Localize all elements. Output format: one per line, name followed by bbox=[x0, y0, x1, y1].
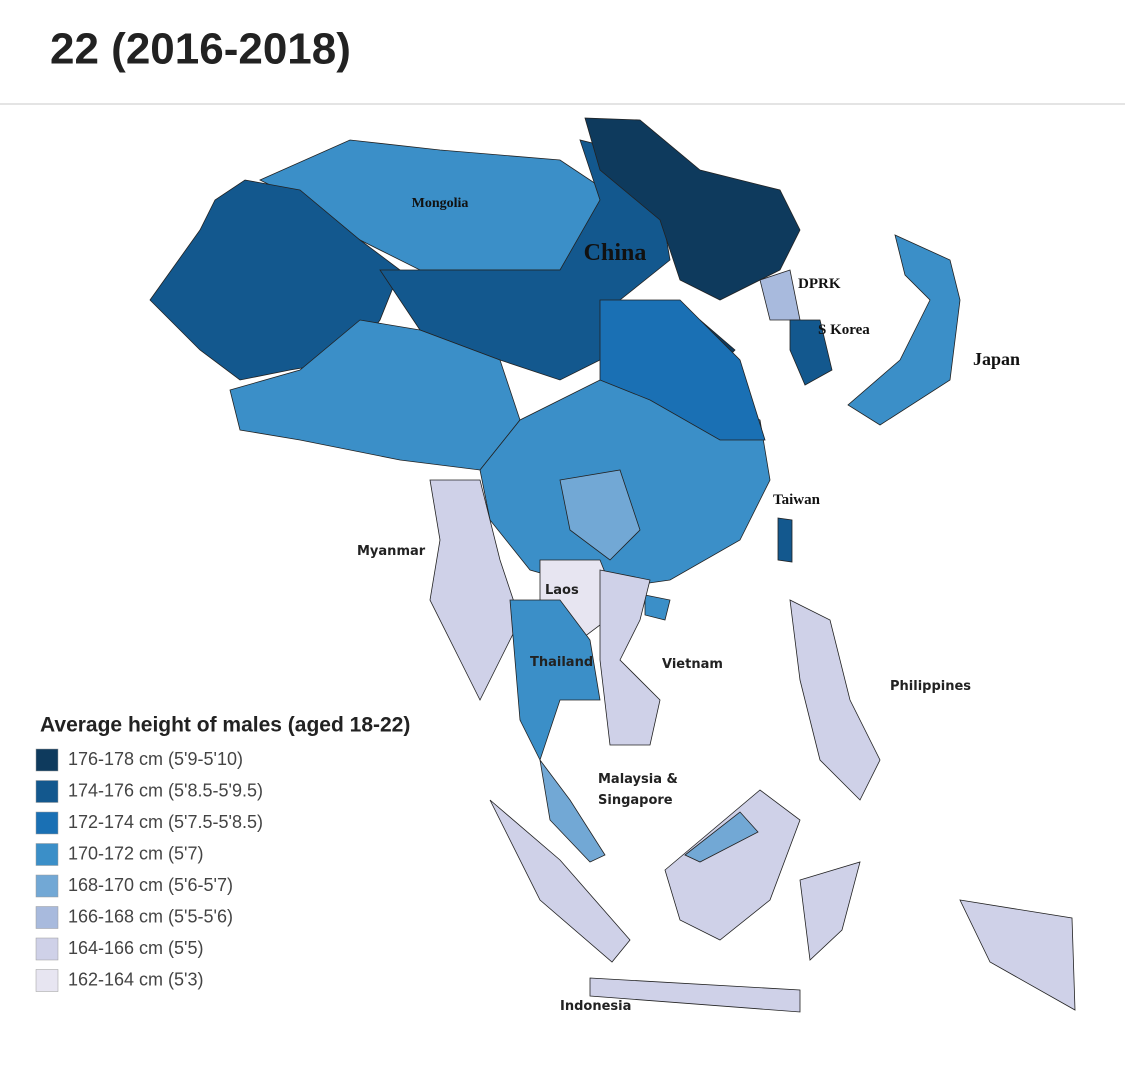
header-bar bbox=[0, 0, 1125, 104]
country-label: Mongolia bbox=[412, 196, 469, 211]
country-label: Vietnam bbox=[662, 657, 723, 672]
legend-swatch bbox=[35, 937, 59, 961]
region bbox=[759, 269, 801, 321]
country-label: Singapore bbox=[598, 793, 673, 808]
legend: 176-178 cm (5'9-5'10) 174-176 cm (5'8.5-5… bbox=[35, 748, 263, 992]
legend-swatch bbox=[35, 748, 59, 772]
region bbox=[509, 599, 601, 762]
region bbox=[777, 517, 793, 563]
region bbox=[789, 319, 833, 386]
region bbox=[664, 789, 801, 941]
country-label: Malaysia & bbox=[598, 772, 678, 787]
region bbox=[559, 469, 641, 561]
region bbox=[539, 759, 606, 863]
legend-label: 176-178 cm (5'9-5'10) bbox=[68, 749, 243, 769]
legend-label: 172-174 cm (5'7.5-5'8.5) bbox=[68, 812, 263, 832]
legend-title: Average height of males (aged 18-22) bbox=[40, 714, 410, 737]
legend-swatch bbox=[35, 811, 59, 835]
country-label: Japan bbox=[973, 349, 1020, 369]
region bbox=[799, 861, 861, 961]
region bbox=[644, 594, 671, 621]
region bbox=[847, 234, 961, 426]
legend-swatch bbox=[35, 969, 59, 992]
country-label: Myanmar bbox=[357, 544, 426, 559]
legend-label: 170-172 cm (5'7) bbox=[68, 843, 204, 863]
map bbox=[149, 117, 1076, 1013]
country-label: Philippines bbox=[890, 679, 971, 694]
region bbox=[789, 599, 881, 801]
country-label: Indonesia bbox=[560, 999, 631, 1014]
country-label: Thailand bbox=[530, 655, 593, 670]
legend-swatch bbox=[35, 780, 59, 803]
legend-label: 162-164 cm (5'3) bbox=[68, 969, 204, 989]
country-label: Taiwan bbox=[773, 492, 821, 508]
legend-swatch bbox=[35, 906, 59, 929]
country-label: DPRK bbox=[798, 276, 841, 292]
region bbox=[584, 117, 801, 301]
legend-label: 164-166 cm (5'5) bbox=[68, 938, 204, 958]
region bbox=[489, 799, 631, 963]
legend-label: 174-176 cm (5'8.5-5'9.5) bbox=[68, 780, 263, 800]
region bbox=[599, 299, 766, 441]
country-label: Laos bbox=[545, 583, 579, 598]
header-title: 22 (2016-2018) bbox=[50, 25, 351, 74]
region bbox=[429, 479, 521, 701]
region bbox=[959, 899, 1076, 1011]
country-label: S Korea bbox=[818, 322, 870, 338]
region bbox=[599, 569, 661, 746]
country-label: China bbox=[584, 240, 647, 266]
legend-label: 166-168 cm (5'5-5'6) bbox=[68, 906, 233, 926]
legend-swatch bbox=[35, 874, 59, 898]
region bbox=[684, 811, 759, 863]
region bbox=[589, 977, 801, 1013]
legend-swatch bbox=[35, 843, 59, 866]
legend-label: 168-170 cm (5'6-5'7) bbox=[68, 875, 233, 895]
